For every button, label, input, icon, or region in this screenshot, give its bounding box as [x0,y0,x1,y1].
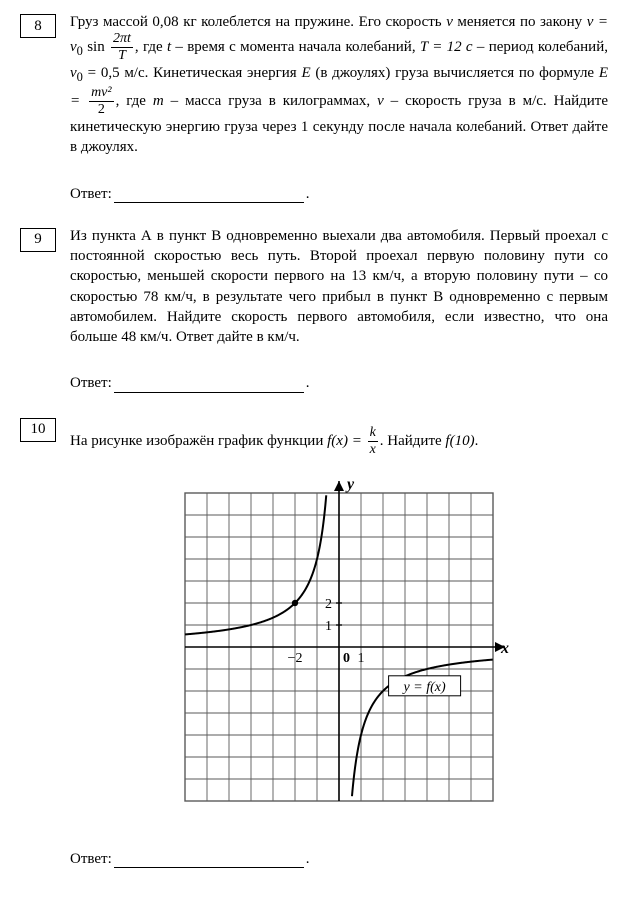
answer-blank[interactable] [114,853,304,868]
answer-terminator: . [306,184,310,204]
text: . Найдите [380,433,446,449]
answer-blank[interactable] [114,188,304,203]
text: На рисунке изображён график функции [70,433,327,449]
var-v0: v [70,65,77,81]
problem-body: Из пункта А в пункт В одновременно выеха… [70,226,608,398]
answer-row: Ответ: . [70,373,608,393]
fraction-numerator: k [368,426,378,442]
answer-label: Ответ: [70,184,112,204]
var-E: E [301,65,310,81]
fraction: 2πtT [111,32,133,63]
fraction-denominator: 2 [89,102,114,117]
svg-text:1: 1 [325,619,332,634]
svg-text:−2: −2 [288,651,303,666]
svg-text:x: x [500,640,509,657]
fx: f(x) = [327,433,365,449]
problem-8: 8 Груз массой 0,08 кг колеблется на пруж… [20,12,608,208]
function-chart: y x 0 −2 1 1 2 y = f(x) [163,471,515,823]
text: , где [116,93,153,109]
fraction: kx [368,426,378,457]
text: , где [135,39,167,55]
answer-label: Ответ: [70,373,112,393]
text: меняется по закону [453,14,587,30]
svg-text:y: y [345,476,355,493]
svg-text:0: 0 [343,651,350,666]
text: – масса груза в килограммах, [164,93,377,109]
eq-v0-rhs: = 0,5 м/с [83,65,145,81]
text: Груз массой 0,08 кг колеблется на пружин… [70,14,446,30]
problem-number-box: 10 [20,418,56,442]
var-v: v [377,93,384,109]
text: . Кинетическая энергия [145,65,302,81]
var-v: v [446,14,453,30]
answer-terminator: . [306,373,310,393]
fraction-numerator: 2πt [111,32,133,48]
text: – период колебаний, [473,39,608,55]
fraction: mv²2 [89,86,114,117]
problem-body: Груз массой 0,08 кг колеблется на пружин… [70,12,608,208]
svg-text:1: 1 [358,651,365,666]
chart-container: y x 0 −2 1 1 2 y = f(x) [70,471,608,823]
answer-row: Ответ: . [70,849,608,869]
f10: f(10) [445,433,474,449]
text: Из пункта А в пункт В одновременно выеха… [70,228,608,345]
fraction-numerator: mv² [89,86,114,102]
problem-number-box: 9 [20,228,56,252]
problem-9: 9 Из пункта А в пункт В одновременно вые… [20,226,608,398]
fraction-denominator: x [368,442,378,457]
answer-terminator: . [306,849,310,869]
problem-number-box: 8 [20,14,56,38]
text: . [475,433,479,449]
fraction-denominator: T [111,48,133,63]
eq-T: T = 12 с [420,39,473,55]
answer-label: Ответ: [70,849,112,869]
problem-10: 10 На рисунке изображён график функции f… [20,416,608,873]
svg-text:2: 2 [325,597,332,612]
text: (в джоулях) груза вычисляется по формуле [311,65,599,81]
svg-text:y = f(x): y = f(x) [402,679,446,694]
answer-row: Ответ: . [70,184,608,204]
problem-body: На рисунке изображён график функции f(x)… [70,416,608,873]
sin: sin [83,39,109,55]
answer-blank[interactable] [114,378,304,393]
text: – время с момента начала колебаний, [171,39,420,55]
var-m: m [153,93,164,109]
